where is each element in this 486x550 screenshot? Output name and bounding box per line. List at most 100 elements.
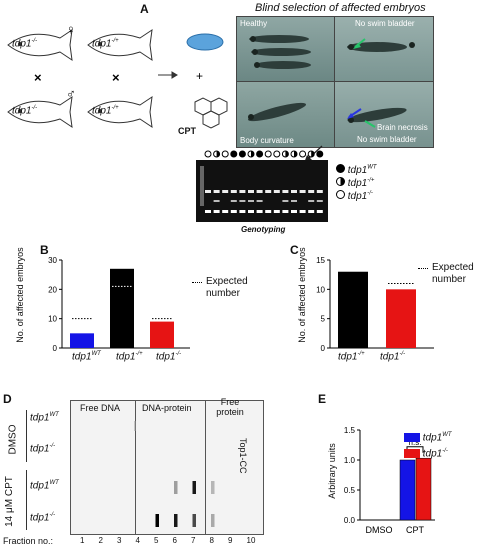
label-no-swim-bladder: No swim bladder <box>355 19 415 28</box>
bar-tdp1-/+ <box>110 268 134 348</box>
embryo-photo-grid: Healthy No swim bladder Body curvature B… <box>236 16 434 148</box>
fraction-number: 4 <box>135 536 140 545</box>
label-body-curvature: Body curvature <box>240 136 294 145</box>
gel-band-middle <box>308 200 315 202</box>
chart-c-cat-2: tdp1-/- <box>380 351 406 363</box>
y-tick-label: 5 <box>321 315 326 324</box>
fraction-label: Fraction no.: <box>3 536 54 546</box>
gel-symbol-open <box>273 150 281 158</box>
label-no-swim-bladder-2: No swim bladder <box>357 135 417 144</box>
fraction-number: 1 <box>80 536 85 545</box>
group-cpt: 14 μM CPT <box>3 476 15 527</box>
gel-band-upper <box>205 190 211 193</box>
gel-symbol-filled <box>238 150 246 158</box>
blot-band <box>192 481 196 494</box>
gel-band-upper <box>265 190 272 193</box>
section-free-dna: Free DNA <box>80 403 121 413</box>
y-tick-label: 0 <box>53 344 58 353</box>
gel-band-upper <box>308 190 315 193</box>
gel-symbol-open <box>221 150 229 158</box>
significance-label: n.s. <box>409 438 422 447</box>
expected-line-icon <box>418 268 428 269</box>
gel-band-upper <box>291 190 297 193</box>
row-label-4: tdp1-/- <box>30 512 56 524</box>
group-bracket-cpt <box>26 470 27 530</box>
row-label-3: tdp1WT <box>30 480 59 492</box>
gel-band-middle <box>239 200 246 202</box>
gel-band-lower <box>222 210 229 213</box>
chart-b-cat-2: tdp1-/+ <box>116 351 143 363</box>
bar-tdp1-/- <box>150 321 174 348</box>
bar-CPT-1 <box>415 457 432 521</box>
gel-symbol-open <box>204 150 212 158</box>
chart-b-legend: Expected number <box>192 276 270 300</box>
x-tick-label: DMSO <box>366 525 393 535</box>
gel-band-lower <box>299 210 306 213</box>
legend-wt: tdp1WT <box>336 164 377 177</box>
legend-het: tdp1-/+ <box>336 177 377 190</box>
gel-symbol-half-fill <box>294 151 297 157</box>
y-tick-label: 30 <box>48 256 57 265</box>
fraction-number: 2 <box>98 536 103 545</box>
row-label-2: tdp1-/- <box>30 443 56 455</box>
gel-symbol-half-fill <box>311 151 315 157</box>
open-circle-icon <box>336 190 345 199</box>
bar-tdp1-/+ <box>338 271 368 348</box>
gel-symbol-filled <box>230 150 238 158</box>
svg-text:♀: ♀ <box>66 22 76 37</box>
y-tick-label: 15 <box>316 256 325 265</box>
gel-band-upper <box>239 190 246 193</box>
svg-text:♂: ♂ <box>66 86 76 101</box>
chart-b-cat-3: tdp1-/- <box>156 351 182 363</box>
gel-band-lower <box>265 210 272 213</box>
fish-genotype-4: tdp1-/+ <box>92 105 119 117</box>
y-tick-label: 10 <box>316 285 325 294</box>
blot-band <box>192 514 196 527</box>
y-tick-label: 1.0 <box>344 456 356 465</box>
gel-symbol-half-fill <box>251 151 254 157</box>
blot-band <box>174 514 178 527</box>
blot-band <box>211 514 215 527</box>
gel-legend: tdp1WT tdp1-/+ tdp1-/- <box>336 164 377 203</box>
fraction-number: 9 <box>228 536 233 545</box>
gel-band-lower <box>291 210 297 213</box>
panel-e-letter: E <box>318 392 327 406</box>
section-free-protein: Free protein <box>216 397 244 417</box>
chart-e-ylabel: Arbitrary units <box>327 443 337 499</box>
half-circle-icon <box>336 177 345 186</box>
gel-band-lower <box>239 210 246 213</box>
gel-caption: Genotyping <box>241 225 286 234</box>
svg-text:×: × <box>34 70 42 85</box>
bar-tdp1-/- <box>386 289 416 348</box>
svg-text:×: × <box>112 70 120 85</box>
chart-e-legend: tdp1WT tdp1-/- <box>404 432 452 464</box>
row-label-1: tdp1WT <box>30 412 59 424</box>
gel-band-middle <box>291 200 297 202</box>
legend-hom: tdp1-/- <box>336 190 377 203</box>
gel-symbol-half-fill <box>216 151 220 157</box>
gel-symbol-open <box>299 150 307 158</box>
group-bracket-dmso <box>26 410 27 462</box>
gel-band-upper <box>299 190 306 193</box>
gel-band-lower <box>308 210 315 213</box>
group-dmso: DMSO <box>7 424 19 455</box>
legend-swatch-blue <box>404 433 420 443</box>
bar-CPT-0 <box>399 459 416 521</box>
gel-band-middle <box>213 200 220 202</box>
y-tick-label: 20 <box>48 285 57 294</box>
gel-band-lower <box>256 210 263 213</box>
gel-band-upper <box>230 190 237 193</box>
y-tick-label: 0 <box>321 344 326 353</box>
gel-band-middle <box>248 200 254 202</box>
slot-blot <box>70 400 264 535</box>
gel-symbol-filled <box>256 150 264 158</box>
gel-band-lower <box>248 210 254 213</box>
filled-circle-icon <box>336 164 345 173</box>
gel-band-lower <box>205 210 211 213</box>
gel-band-upper <box>248 190 254 193</box>
fish-cross-scheme: × × ♀ ♂ + <box>7 22 228 129</box>
panel-c-letter: C <box>290 243 299 257</box>
blot-band <box>155 514 159 527</box>
gel-symbol-filled <box>316 150 324 158</box>
gel-band-upper <box>256 190 263 193</box>
